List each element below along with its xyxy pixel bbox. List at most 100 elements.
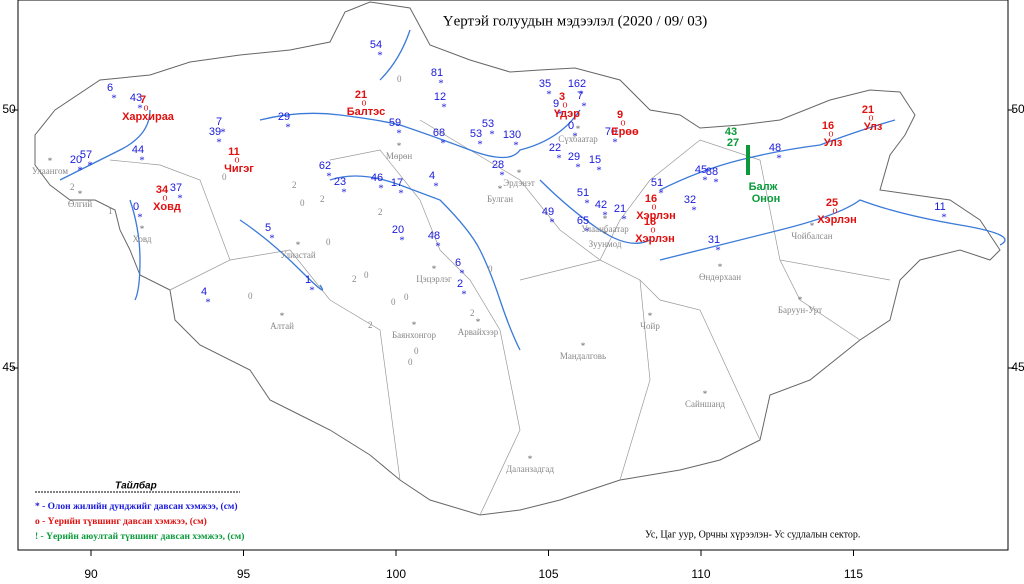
city-name: Сүхбаатар <box>558 134 598 144</box>
station-marker: * <box>572 131 578 143</box>
station-marker: * <box>205 297 211 309</box>
city-name: Ховд <box>132 234 151 244</box>
station-value: 22 <box>549 142 561 154</box>
minor-station-value: 0 <box>391 297 396 307</box>
station-value: 49 <box>542 206 554 218</box>
y-tick-label: 50 <box>1011 102 1024 116</box>
station-value: 25 <box>826 197 838 209</box>
station-value: 68 <box>433 127 445 139</box>
minor-station-value: 0 <box>404 292 409 302</box>
station-marker: * <box>435 241 441 253</box>
station-name: Ховд <box>153 201 181 213</box>
station-marker: * <box>137 212 143 224</box>
station-name: Хэрлэн <box>817 214 857 226</box>
station-marker: * <box>941 212 947 224</box>
station-marker: * <box>575 162 581 174</box>
station-marker: * <box>377 50 383 62</box>
map-frame <box>17 0 1009 551</box>
station-marker: * <box>691 205 697 217</box>
station-value: 6 <box>455 257 461 269</box>
station-marker: * <box>461 289 467 301</box>
country-outline <box>34 1 1001 516</box>
legend: Тайлбар * - Олон жилийн дунджийг давсан … <box>35 480 244 542</box>
minor-station-value: 2 <box>292 180 297 190</box>
station-marker: o <box>651 224 656 235</box>
x-tick-label: 100 <box>386 567 406 581</box>
city-marker: * <box>576 124 581 134</box>
city-name: Улаангом <box>32 166 68 176</box>
station-marker: * <box>269 233 275 245</box>
x-tick-label: 105 <box>538 567 558 581</box>
station-marker: * <box>285 122 291 134</box>
city-marker: * <box>280 311 285 321</box>
city-marker: * <box>476 317 481 327</box>
station-marker: o <box>362 97 367 108</box>
station-value: 21 <box>614 203 626 215</box>
station-marker: * <box>477 139 483 151</box>
station-value: 88 <box>706 166 718 178</box>
station-marker: * <box>596 165 602 177</box>
station-value: 51 <box>651 177 663 189</box>
station-value: 20 <box>70 154 82 166</box>
minor-station-value: 2 <box>70 182 75 192</box>
station-marker: * <box>396 128 402 140</box>
station-marker: o <box>869 112 874 123</box>
city-marker: * <box>810 221 815 231</box>
station-value: 51 <box>577 187 589 199</box>
station-marker: * <box>602 210 608 222</box>
city-marker: * <box>78 189 83 199</box>
minor-station-value: 2 <box>470 308 475 318</box>
city-marker: * <box>498 184 503 194</box>
station-marker: * <box>658 188 664 200</box>
station-value: 46 <box>371 172 383 184</box>
station-value: 130 <box>503 129 521 141</box>
legend-item: ! - Үерийн аюултай түвшинг давсан хэмжээ… <box>35 531 244 542</box>
station-marker: * <box>549 217 555 229</box>
station-value: 57 <box>80 149 92 161</box>
city-name: Улаанбаатар <box>581 224 629 234</box>
station-value: 2 <box>457 278 463 290</box>
x-tick-label: 90 <box>84 567 98 581</box>
y-tick-label: 45 <box>2 360 16 374</box>
station-marker: * <box>581 101 587 113</box>
station-marker: * <box>77 165 83 177</box>
station-value: 16 <box>822 120 834 132</box>
station-value: 3 <box>559 91 565 103</box>
station-marker: * <box>87 160 93 172</box>
minor-station-value: 0 <box>408 357 413 367</box>
city-marker: * <box>432 264 437 274</box>
minor-station-value: 0 <box>326 237 331 247</box>
station-value: 6 <box>107 82 113 94</box>
city-name: Улиастай <box>280 250 316 260</box>
city-name: Өлгий <box>68 199 92 209</box>
station-marker: * <box>216 137 222 149</box>
city-name: Алтай <box>270 321 294 331</box>
station-value: 11 <box>228 146 240 158</box>
station-value: 81 <box>431 67 443 79</box>
station-marker: * <box>612 137 618 149</box>
station-marker: o <box>833 205 838 216</box>
station-value: 28 <box>492 159 504 171</box>
station-value: 44 <box>132 144 144 156</box>
station-marker: * <box>557 109 563 121</box>
y-tick-label: 50 <box>2 102 16 116</box>
city-marker: * <box>528 454 533 464</box>
station-marker: * <box>776 153 782 165</box>
station-value: 16 <box>645 193 657 205</box>
station-value: 39 <box>209 126 221 138</box>
station-marker: * <box>341 187 347 199</box>
station-marker: o <box>652 201 657 212</box>
station-value: 7 <box>140 94 146 106</box>
minor-station-value: 0 <box>414 346 419 356</box>
station-marker: * <box>621 214 627 226</box>
station-marker: * <box>111 93 117 105</box>
station-marker: * <box>578 89 584 101</box>
station-value: 43 <box>130 92 142 104</box>
city-name: Мандалговь <box>560 351 606 361</box>
city-marker: * <box>703 389 708 399</box>
station-marker: * <box>556 153 562 165</box>
station-marker: * <box>309 285 315 297</box>
city-marker: * <box>517 168 522 178</box>
city-name: Цэцэрлэг <box>416 274 452 284</box>
station-marker: * <box>459 268 465 280</box>
